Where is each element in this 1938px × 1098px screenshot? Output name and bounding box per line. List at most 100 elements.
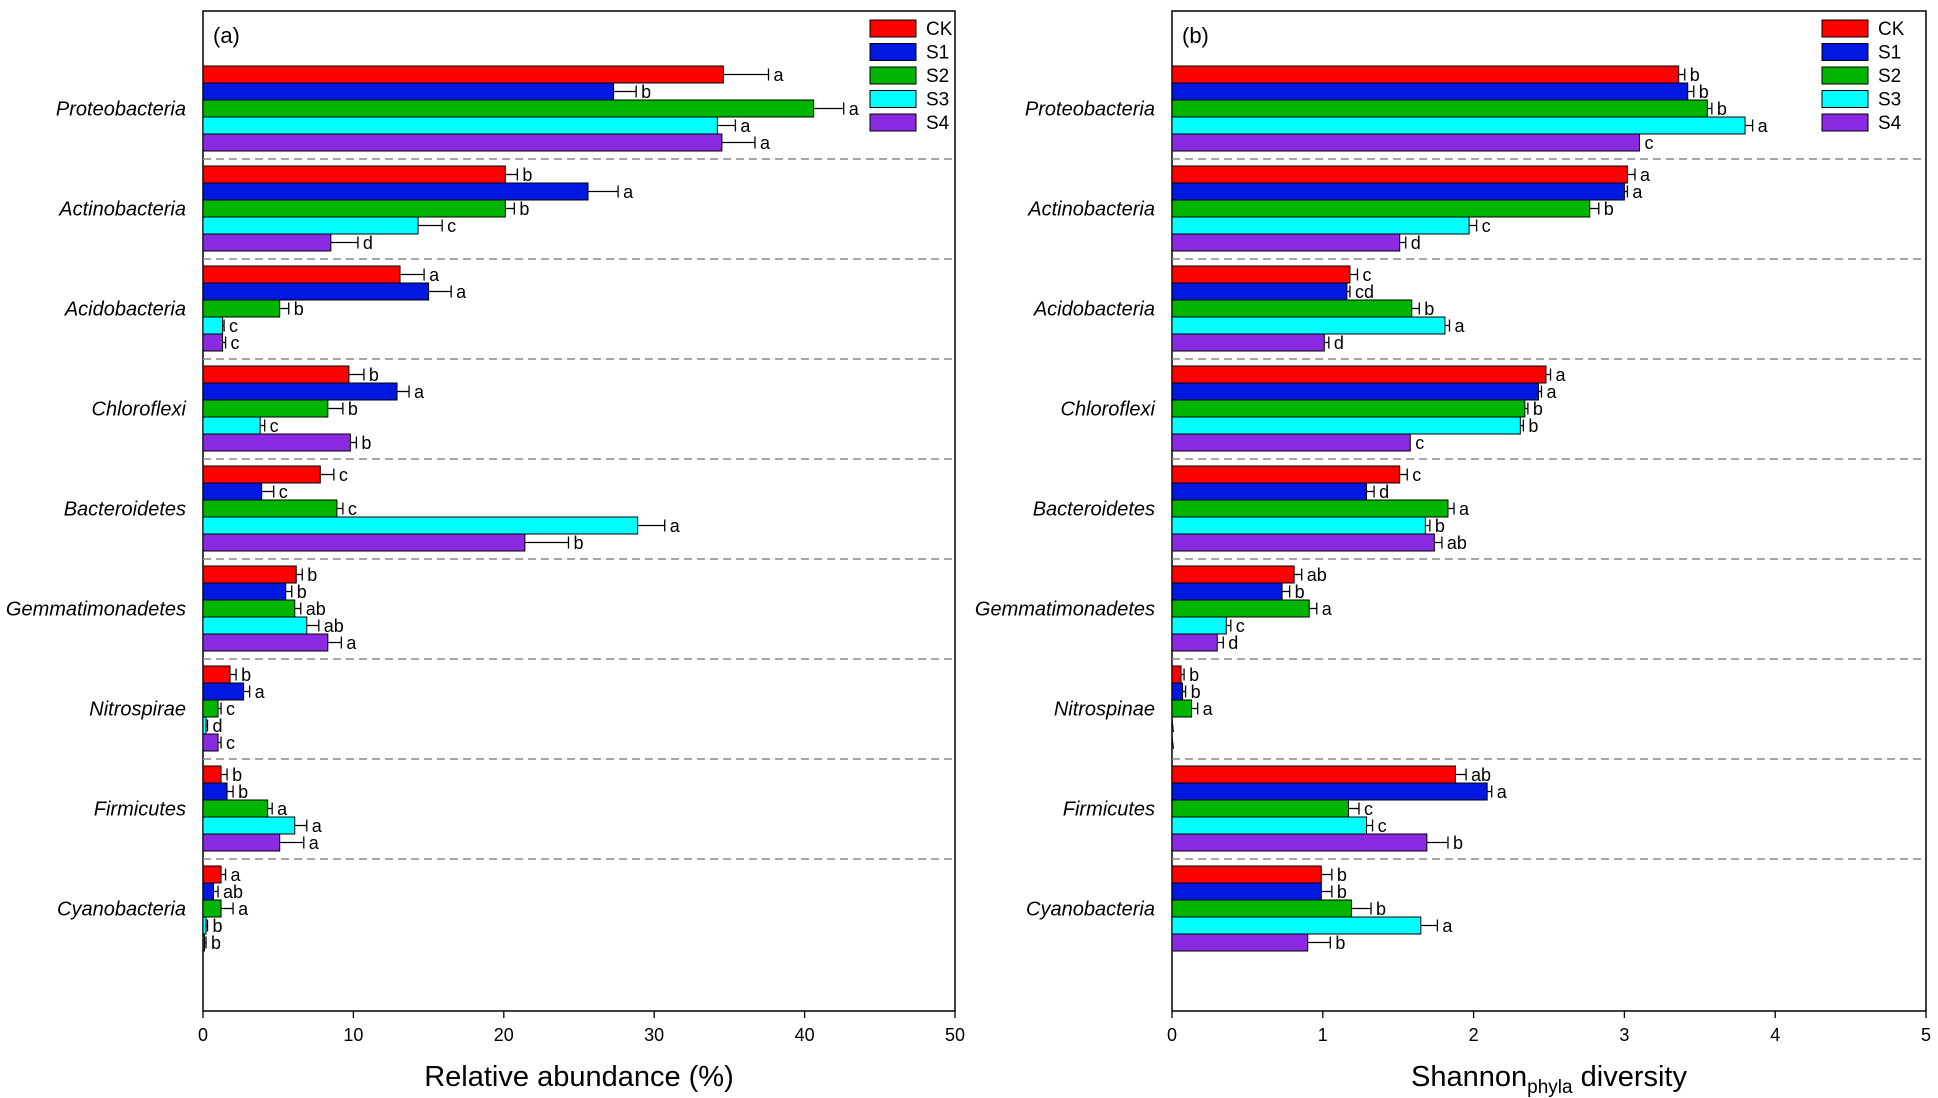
significance-letter: b xyxy=(1690,65,1700,85)
legend-label-s4: S4 xyxy=(1878,113,1902,134)
bar-s1 xyxy=(202,82,615,101)
bar-ck xyxy=(1171,665,1182,684)
category-label: Gemmatimonadetes xyxy=(975,599,1155,621)
significance-letter: b xyxy=(294,299,304,319)
legend-label-s3: S3 xyxy=(1878,90,1901,111)
legend-swatch-s1 xyxy=(1821,43,1869,61)
bar-ck xyxy=(202,65,724,84)
significance-letter: a xyxy=(623,182,634,202)
bar-ck xyxy=(1171,465,1401,484)
bar-s3 xyxy=(1171,616,1227,635)
bar-s2 xyxy=(202,599,296,618)
bar-s3 xyxy=(1171,916,1422,935)
significance-letter: c xyxy=(226,699,235,719)
significance-letter: c xyxy=(348,499,357,519)
category-label: Acidobacteria xyxy=(1033,299,1155,321)
significance-letter: ab xyxy=(324,616,344,636)
bar-ck xyxy=(1171,765,1457,784)
bar-s4 xyxy=(202,533,526,552)
category-label: Proteobacteria xyxy=(1025,99,1155,121)
bar-ck xyxy=(202,465,321,484)
bar-s2 xyxy=(202,199,506,218)
bar-s3 xyxy=(202,316,224,335)
significance-letter: d xyxy=(1334,333,1344,353)
category-label: Gemmatimonadetes xyxy=(6,599,186,621)
x-axis-title: Shannonphyla diversity xyxy=(1411,1061,1687,1098)
bar-ck xyxy=(1171,565,1295,584)
bar-s4 xyxy=(1171,533,1435,552)
significance-letter: b xyxy=(211,933,221,953)
bar-s2 xyxy=(1171,599,1310,618)
bar-s2 xyxy=(1171,799,1349,818)
category-label: Nitrospirae xyxy=(89,699,186,721)
bar-s1 xyxy=(202,482,263,501)
bar-s3 xyxy=(202,216,419,235)
significance-letter: a xyxy=(1640,165,1651,185)
x-tick-label: 2 xyxy=(1469,1025,1479,1045)
legend-label-s1: S1 xyxy=(926,43,949,64)
legend-swatch-s2 xyxy=(1821,66,1869,85)
x-tick-label: 30 xyxy=(644,1025,664,1045)
bar-ck xyxy=(202,165,506,184)
bar-s1 xyxy=(202,182,589,201)
legend-swatch-ck xyxy=(869,19,917,38)
bar-ck xyxy=(202,265,401,284)
significance-letter: a xyxy=(255,682,266,702)
bar-s4 xyxy=(1171,433,1411,452)
significance-letter: c xyxy=(339,465,348,485)
category-label: Cyanobacteria xyxy=(1026,899,1155,921)
significance-letter: b xyxy=(1699,82,1709,102)
legend-label-s3: S3 xyxy=(926,90,949,111)
category-label: Firmicutes xyxy=(1063,799,1155,821)
bar-s3 xyxy=(1171,316,1446,335)
chart-panel-a: (a)ProteobacteriaabaaaActinobacteriababc… xyxy=(6,10,965,1093)
bar-s3 xyxy=(202,516,639,535)
category-label: Proteobacteria xyxy=(56,99,186,121)
significance-letter: c xyxy=(1364,799,1373,819)
bar-s1 xyxy=(1171,782,1488,801)
bar-s3 xyxy=(202,916,207,935)
significance-letter: a xyxy=(1203,699,1214,719)
significance-letter: d xyxy=(1228,633,1238,653)
legend-swatch-ck xyxy=(1821,19,1869,38)
bar-s4 xyxy=(1171,133,1640,152)
significance-letter: a xyxy=(277,799,288,819)
significance-letter: c xyxy=(1362,265,1371,285)
bar-s1 xyxy=(1171,382,1539,401)
significance-letter: b xyxy=(307,565,317,585)
significance-letter: a xyxy=(1459,499,1470,519)
bar-s1 xyxy=(1171,882,1322,901)
significance-letter: a xyxy=(1546,382,1557,402)
bar-s2 xyxy=(1171,899,1352,918)
bar-s3 xyxy=(1171,416,1521,435)
legend-swatch-s4 xyxy=(869,113,917,132)
bar-s1 xyxy=(202,882,215,901)
significance-letter: b xyxy=(1337,865,1347,885)
bar-s1 xyxy=(1171,482,1368,501)
bar-ck xyxy=(202,565,297,584)
significance-letter: a xyxy=(849,99,860,119)
legend-label-ck: CK xyxy=(1878,19,1905,40)
legend-swatch-s3 xyxy=(869,90,917,108)
significance-letter: c xyxy=(1412,465,1421,485)
bar-s3 xyxy=(202,416,261,435)
bar-s1 xyxy=(1171,82,1689,101)
x-tick-label: 20 xyxy=(494,1025,514,1045)
bar-s4 xyxy=(1171,233,1401,252)
significance-letter: a xyxy=(1758,116,1769,136)
legend-swatch-s1 xyxy=(869,43,917,61)
bar-s4 xyxy=(1171,633,1218,652)
significance-letter: ab xyxy=(223,882,243,902)
significance-letter: b xyxy=(348,399,358,419)
bar-s2 xyxy=(1171,699,1193,718)
bar-s2 xyxy=(202,499,338,518)
bar-s2 xyxy=(1171,99,1708,118)
significance-letter: a xyxy=(312,816,323,836)
significance-letter: a xyxy=(456,282,467,302)
bar-s2 xyxy=(1171,299,1413,318)
significance-letter: c xyxy=(279,482,288,502)
significance-letter: cd xyxy=(1355,282,1374,302)
category-label: Bacteroidetes xyxy=(1033,499,1155,521)
bar-s3 xyxy=(1171,516,1426,535)
